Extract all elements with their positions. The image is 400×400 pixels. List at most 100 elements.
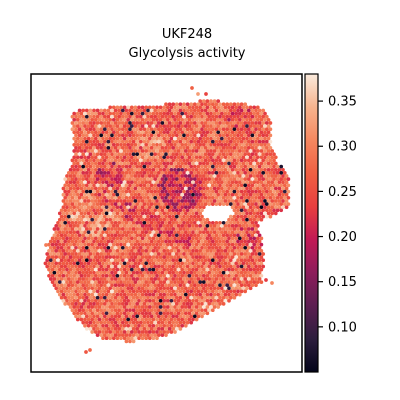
tissue-spot — [176, 205, 181, 210]
tissue-spot — [120, 133, 125, 138]
tissue-spot — [173, 242, 177, 247]
tissue-spot — [212, 267, 217, 272]
tissue-spot — [131, 333, 136, 337]
tissue-spot — [218, 252, 222, 256]
tissue-spot — [185, 258, 190, 263]
tissue-spot — [111, 305, 116, 309]
tissue-spot — [77, 158, 82, 163]
tissue-spot — [248, 224, 253, 228]
tissue-spot — [142, 289, 147, 294]
tissue-spot — [214, 264, 219, 269]
tissue-spot — [151, 323, 156, 328]
tissue-spot — [164, 177, 168, 181]
tissue-spot — [115, 155, 120, 160]
tissue-spot — [160, 245, 165, 250]
tissue-spot — [261, 171, 266, 175]
tissue-spot — [124, 258, 129, 263]
tissue-spot — [237, 155, 242, 160]
tissue-spot — [268, 127, 273, 132]
tissue-spot — [257, 214, 262, 219]
tissue-spot — [214, 102, 219, 107]
tissue-spot — [169, 105, 174, 110]
tissue-spot — [167, 195, 172, 200]
tissue-spot — [120, 164, 125, 169]
tissue-spot — [173, 205, 177, 210]
tissue-spot — [252, 161, 257, 166]
tissue-spot — [90, 286, 95, 291]
tissue-spot — [88, 320, 93, 325]
tissue-spot — [167, 277, 172, 281]
tissue-spot — [122, 192, 127, 197]
tissue-spot — [149, 258, 154, 263]
tissue-spot — [216, 111, 221, 116]
tissue-spot — [75, 192, 80, 197]
tissue-spot — [196, 171, 201, 175]
tissue-spot — [227, 124, 231, 128]
tissue-spot — [111, 180, 116, 185]
tissue-spot — [182, 127, 186, 132]
tissue-spot — [228, 102, 233, 107]
tissue-spot — [101, 255, 105, 259]
tissue-spot — [104, 199, 109, 203]
tissue-spot — [205, 155, 210, 160]
tissue-spot — [59, 270, 64, 275]
tissue-spot — [156, 220, 161, 225]
tissue-spot — [237, 186, 242, 191]
tissue-spot — [135, 314, 140, 319]
tissue-spot — [246, 171, 251, 175]
tissue-spot — [162, 155, 167, 160]
tissue-spot — [153, 152, 158, 157]
tissue-spot — [115, 311, 120, 316]
tissue-spot — [228, 114, 233, 119]
tissue-spot — [90, 142, 95, 147]
tissue-spot — [57, 255, 62, 259]
tissue-spot — [63, 295, 68, 300]
tissue-spot — [138, 289, 143, 294]
tissue-spot — [162, 167, 167, 172]
tissue-spot — [250, 227, 255, 231]
tissue-spot — [144, 174, 149, 178]
tissue-spot — [162, 124, 167, 128]
tissue-spot — [59, 258, 64, 263]
tissue-spot — [126, 130, 131, 135]
tissue-spot — [119, 292, 123, 297]
tissue-spot — [196, 289, 201, 294]
tissue-spot — [95, 289, 100, 294]
tissue-spot — [182, 258, 186, 263]
tissue-spot — [174, 327, 179, 331]
tissue-spot — [252, 224, 257, 228]
tissue-spot — [43, 261, 48, 266]
tissue-spot — [120, 177, 125, 181]
tissue-spot — [237, 217, 242, 222]
tissue-spot — [101, 136, 105, 141]
tissue-spot — [250, 214, 255, 219]
tissue-spot — [120, 295, 125, 300]
tissue-spot — [102, 183, 107, 188]
tissue-spot — [218, 277, 222, 281]
tissue-spot — [182, 227, 186, 231]
tissue-spot — [200, 202, 204, 206]
tissue-spot — [153, 320, 158, 325]
tissue-spot — [102, 227, 107, 231]
tissue-spot — [243, 202, 248, 206]
tissue-spot — [219, 192, 224, 197]
tissue-spot — [227, 217, 231, 222]
tissue-spot — [137, 330, 141, 334]
tissue-spot — [176, 117, 181, 122]
tissue-spot — [131, 227, 136, 231]
tissue-spot — [70, 127, 75, 132]
tissue-spot — [227, 142, 231, 147]
tissue-spot — [131, 114, 136, 119]
tissue-spot — [72, 267, 77, 272]
tissue-spot — [74, 283, 78, 288]
tissue-spot — [128, 121, 132, 125]
tissue-spot — [124, 239, 129, 244]
tissue-spot — [140, 180, 145, 185]
tissue-spot — [110, 108, 114, 113]
tissue-spot — [218, 121, 222, 125]
tissue-spot — [169, 111, 174, 116]
tissue-spot — [218, 108, 222, 113]
tissue-spot — [237, 167, 242, 172]
tissue-spot — [92, 327, 96, 331]
tissue-spot — [68, 224, 73, 228]
